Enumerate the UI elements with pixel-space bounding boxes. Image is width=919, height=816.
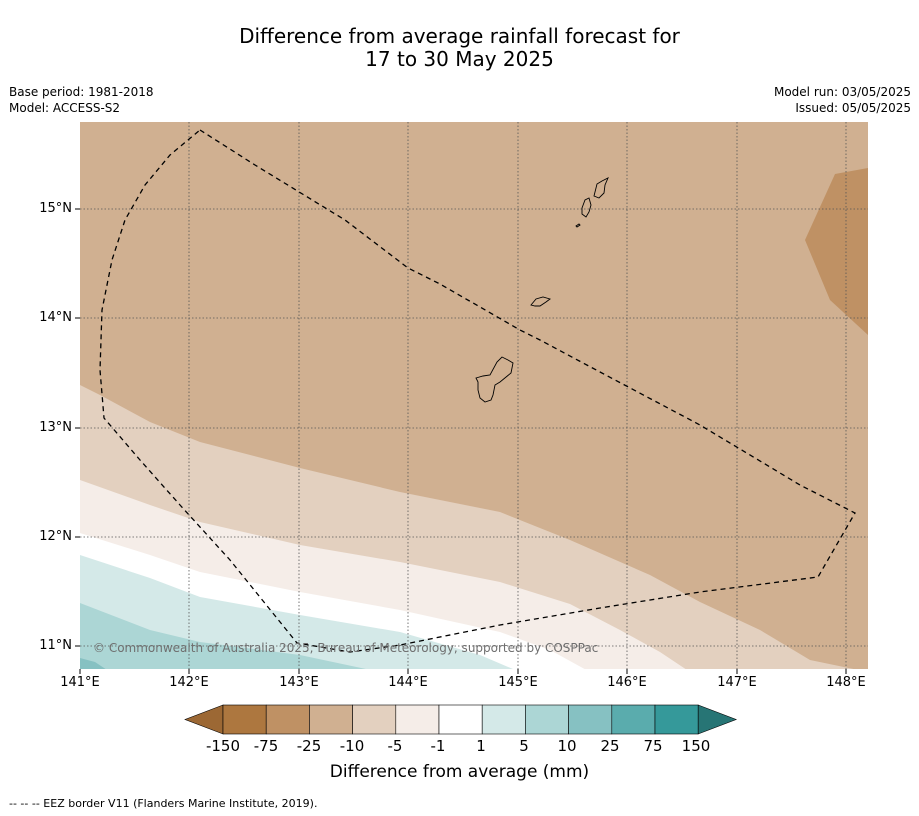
gridlines bbox=[80, 122, 868, 669]
colorbar-tick-label: 10 bbox=[557, 737, 577, 755]
colorbar-bin bbox=[568, 704, 613, 735]
lon-ticks bbox=[79, 669, 847, 674]
islands bbox=[475, 177, 609, 403]
lon-label: 148°E bbox=[826, 675, 866, 690]
colorbar-tick-label: -10 bbox=[339, 737, 365, 755]
lat-label: 13°N bbox=[39, 420, 72, 435]
rainfall-difference-map bbox=[80, 122, 868, 669]
band-minus-25-to-minus-75 bbox=[805, 168, 868, 335]
colorbar-extend-high bbox=[697, 704, 738, 735]
lon-label: 144°E bbox=[388, 675, 428, 690]
island-tinian bbox=[581, 197, 592, 218]
colorbar bbox=[184, 704, 738, 735]
colorbar-bin bbox=[611, 704, 656, 735]
lat-label: 15°N bbox=[39, 201, 72, 216]
colorbar-bin bbox=[265, 704, 310, 735]
band-10-to-25 bbox=[80, 658, 106, 669]
lat-ticks bbox=[75, 208, 80, 647]
island-rota bbox=[530, 296, 551, 307]
colorbar-bin bbox=[352, 704, 397, 735]
colorbar-tick-label: 75 bbox=[643, 737, 663, 755]
model-run: Model run: 03/05/2025 bbox=[773, 85, 911, 99]
colorbar-tick-label: 1 bbox=[476, 737, 486, 755]
lat-label: 14°N bbox=[39, 310, 72, 325]
issued-date: Issued: 05/05/2025 bbox=[795, 101, 911, 115]
lon-label: 145°E bbox=[498, 675, 538, 690]
island-guam bbox=[475, 356, 514, 403]
lat-label: 11°N bbox=[39, 638, 72, 653]
island-aguijan bbox=[575, 223, 581, 228]
colorbar-bin bbox=[395, 704, 440, 735]
colorbar-tick-label: -1 bbox=[430, 737, 446, 755]
band-5-to-10 bbox=[80, 603, 366, 669]
eez-footnote: -- -- -- EEZ border V11 (Flanders Marine… bbox=[9, 797, 318, 810]
lon-label: 142°E bbox=[169, 675, 209, 690]
base-period: Base period: 1981-2018 bbox=[9, 85, 154, 99]
colorbar-tick-label: -25 bbox=[296, 737, 322, 755]
copyright-notice: © Commonwealth of Australia 2025, Bureau… bbox=[93, 641, 599, 655]
colorbar-tick-label: 5 bbox=[519, 737, 529, 755]
lon-label: 143°E bbox=[279, 675, 319, 690]
colorbar-bin bbox=[654, 704, 699, 735]
colorbar-tick-label: 25 bbox=[600, 737, 620, 755]
colorbar-bin bbox=[481, 704, 526, 735]
lon-label: 147°E bbox=[717, 675, 757, 690]
colorbar-extend-low bbox=[184, 704, 224, 735]
title-line-2: 17 to 30 May 2025 bbox=[365, 47, 554, 71]
eez-border bbox=[99, 129, 856, 653]
colorbar-tick-label: -5 bbox=[387, 737, 403, 755]
colorbar-bin bbox=[525, 704, 569, 735]
model-name: Model: ACCESS-S2 bbox=[9, 101, 121, 115]
colorbar-bin bbox=[309, 704, 353, 735]
colorbar-bin bbox=[222, 704, 267, 735]
lat-label: 12°N bbox=[39, 529, 72, 544]
colorbar-tick-label: -75 bbox=[253, 737, 279, 755]
colorbar-tick-label: -150 bbox=[205, 737, 241, 755]
colorbar-title: Difference from average (mm) bbox=[329, 762, 590, 782]
title-line-1: Difference from average rainfall forecas… bbox=[239, 24, 680, 48]
colorbar-tick-label: 150 bbox=[681, 737, 711, 755]
colorbar-bin bbox=[438, 704, 483, 735]
lon-label: 146°E bbox=[607, 675, 647, 690]
lon-label: 141°E bbox=[60, 675, 100, 690]
island-saipan bbox=[593, 177, 609, 199]
